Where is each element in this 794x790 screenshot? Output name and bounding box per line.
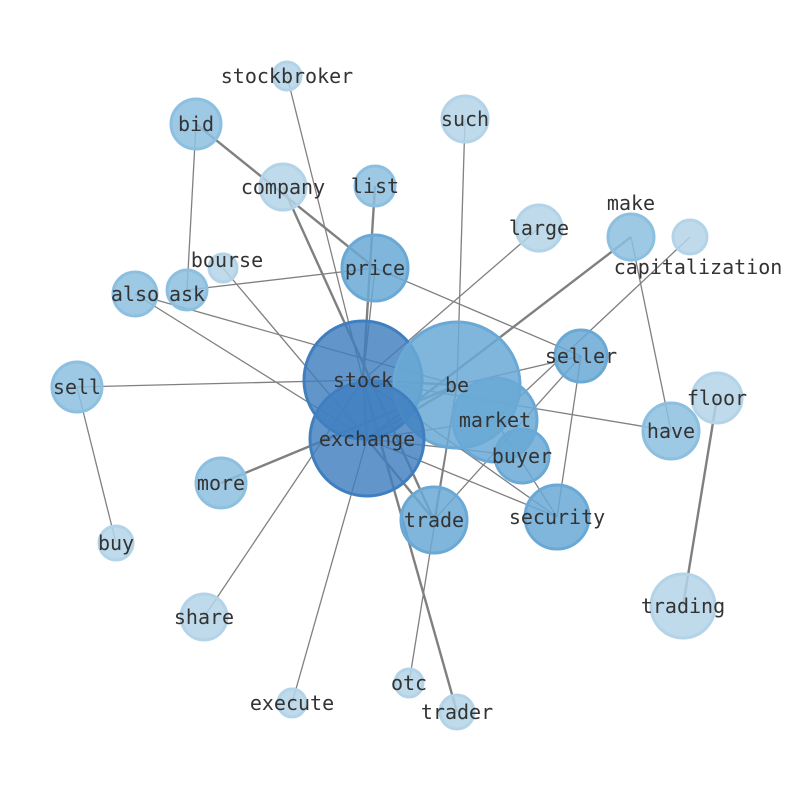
node-such[interactable]	[440, 94, 490, 144]
node-capitalization[interactable]	[671, 218, 709, 256]
node-label-company: company	[241, 175, 325, 199]
node-label-stockbroker: stockbroker	[221, 64, 353, 88]
edge-floor-trading	[681, 397, 719, 607]
node-otc[interactable]	[393, 667, 425, 699]
node-label-ask: ask	[169, 282, 205, 306]
node-label-share: share	[174, 605, 234, 629]
node-buyer[interactable]	[493, 427, 551, 485]
node-label-exchange: exchange	[319, 427, 415, 451]
node-label-price: price	[345, 256, 405, 280]
node-label-make: make	[607, 191, 655, 215]
node-stockbroker[interactable]	[271, 60, 303, 92]
nodes	[50, 60, 744, 731]
node-ask[interactable]	[165, 268, 209, 312]
node-label-seller: seller	[545, 344, 617, 368]
node-label-bid: bid	[178, 112, 214, 136]
node-sell[interactable]	[50, 360, 104, 414]
node-label-security: security	[509, 505, 605, 529]
edge-capitalization-market	[494, 236, 691, 421]
node-bid[interactable]	[169, 97, 223, 151]
node-label-large: large	[509, 216, 569, 240]
node-large[interactable]	[514, 203, 564, 253]
node-seller[interactable]	[553, 328, 609, 384]
node-label-floor: floor	[687, 386, 747, 410]
node-exchange[interactable]	[308, 380, 426, 498]
node-label-also: also	[111, 282, 159, 306]
node-trader[interactable]	[438, 693, 476, 731]
node-label-otc: otc	[391, 671, 427, 695]
node-have[interactable]	[641, 401, 701, 461]
node-label-trade: trade	[404, 508, 464, 532]
node-bourse[interactable]	[207, 252, 239, 284]
labels: stockbroker bid such company list large make ca…	[53, 64, 782, 724]
node-label-buy: buy	[98, 531, 134, 555]
node-label-trading: trading	[641, 594, 725, 618]
node-share[interactable]	[179, 592, 229, 642]
edge-sell-buy	[76, 386, 117, 544]
node-trading[interactable]	[649, 572, 717, 640]
node-trade[interactable]	[399, 485, 469, 555]
node-company[interactable]	[258, 162, 308, 212]
node-floor[interactable]	[690, 371, 744, 425]
node-label-execute: execute	[250, 691, 334, 715]
node-list[interactable]	[353, 164, 397, 208]
node-label-trader: trader	[421, 700, 493, 724]
edge-make-have	[630, 236, 672, 432]
node-make[interactable]	[606, 212, 656, 262]
node-security[interactable]	[523, 483, 591, 551]
node-label-capitalization: capitalization	[614, 255, 783, 279]
edge-bid-ask	[186, 123, 197, 291]
edge-price-seller	[374, 267, 582, 357]
node-execute[interactable]	[276, 687, 308, 719]
node-label-sell: sell	[53, 375, 101, 399]
node-buy[interactable]	[97, 524, 135, 562]
node-label-market: market	[459, 408, 531, 432]
node-label-list: list	[351, 174, 399, 198]
node-more[interactable]	[194, 456, 248, 510]
node-label-have: have	[647, 419, 695, 443]
node-label-stock: stock	[333, 368, 393, 392]
node-price[interactable]	[340, 233, 410, 303]
node-label-more: more	[197, 471, 245, 495]
node-label-bourse: bourse	[191, 248, 263, 272]
node-label-buyer: buyer	[492, 444, 552, 468]
node-also[interactable]	[111, 270, 159, 318]
node-label-such: such	[441, 107, 489, 131]
node-label-be: be	[445, 373, 469, 397]
